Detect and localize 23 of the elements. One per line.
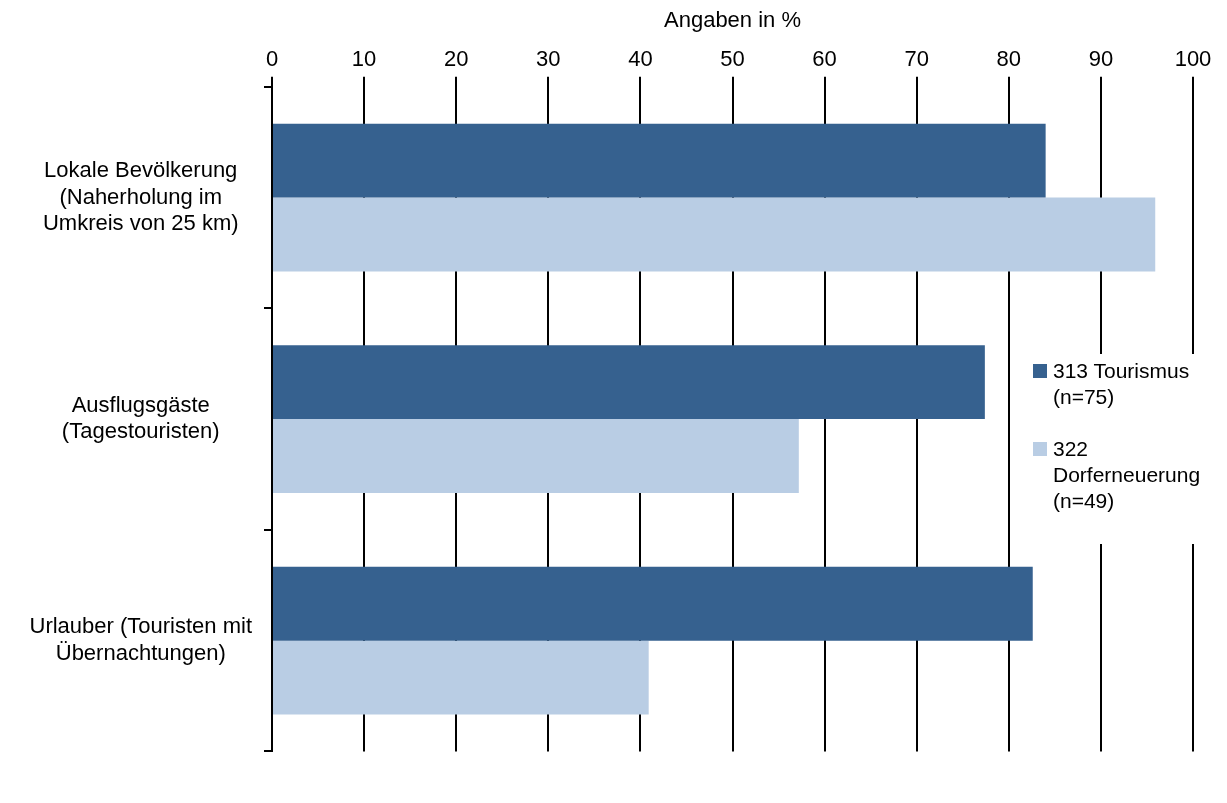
x-tick-label: 100 <box>1174 45 1212 71</box>
x-tick-label: 70 <box>904 45 929 71</box>
x-tick-label: 50 <box>720 45 745 71</box>
y-tick-label: Ausflugsgäste (Tagestouristen) <box>61 391 220 444</box>
x-tick-label: 30 <box>536 45 561 71</box>
y-tick-label: Lokale Bevölkerung (Naherholung im Umkreis von 25 km) <box>42 157 239 236</box>
bar <box>273 123 1046 198</box>
x-tick-label: 40 <box>628 45 653 71</box>
bar <box>273 197 1156 272</box>
x-tick-label: 90 <box>1088 45 1114 71</box>
x-tick-label: 20 <box>443 45 469 71</box>
x-tick-label: 10 <box>351 45 377 71</box>
legend-label: 313 Tourismus (n=75) <box>1053 358 1191 411</box>
x-axis-title: Angaben in % <box>664 7 801 33</box>
y-tick-label: Urlauber (Touristen mit Übernachtungen) <box>29 613 252 665</box>
x-tick-label: 60 <box>812 45 837 71</box>
legend-label: 322 Dorferneuerung (n=49) <box>1053 436 1202 515</box>
x-tick-label: 80 <box>996 45 1022 71</box>
bar <box>273 640 649 715</box>
bar <box>273 566 1033 641</box>
bar <box>273 419 799 493</box>
bar <box>273 345 985 420</box>
x-tick-label: 0 <box>265 45 279 71</box>
